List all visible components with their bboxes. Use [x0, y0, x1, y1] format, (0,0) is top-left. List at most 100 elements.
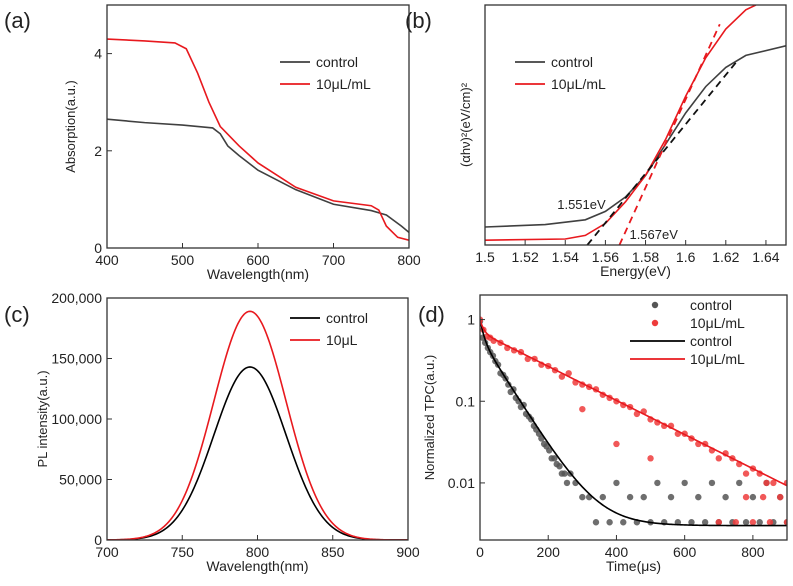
- y-axis-label: PL intensity(a.u.): [35, 370, 50, 467]
- legend-label: control: [326, 310, 368, 326]
- annotation: 1.567eV: [629, 227, 678, 242]
- x-tick-label: 900: [396, 544, 420, 560]
- scatter-point: [695, 493, 702, 501]
- y-tick-label: 0: [94, 240, 102, 256]
- scatter-point: [749, 493, 757, 501]
- panel-b: 1.551eV 1.567eV 1.5 1.52 1.54 1.56 1.58 1.6 1.62…: [405, 4, 787, 279]
- scatter-point: [715, 455, 722, 462]
- plot-area: [107, 38, 409, 241]
- x-tick-label: 1.62: [712, 249, 739, 265]
- scatter-point: [742, 519, 750, 526]
- y-tick-label: 50,000: [59, 472, 102, 488]
- scatter-point: [667, 493, 675, 501]
- legend-label: control: [551, 54, 593, 70]
- scatter-point: [606, 519, 613, 526]
- scatter-point: [579, 405, 586, 413]
- scatter-point: [732, 519, 740, 526]
- scatter-point: [613, 479, 620, 487]
- series-line-1: [107, 38, 409, 241]
- scatter-point: [742, 470, 750, 477]
- x-tick-label: 600: [673, 544, 697, 560]
- legend-marker: [651, 301, 659, 309]
- scatter-point: [599, 493, 606, 501]
- axes-frame: [479, 294, 788, 541]
- scatter-point: [551, 455, 558, 462]
- legend-label: 10μL/mL: [690, 315, 745, 331]
- legend-label: 10μL: [326, 332, 358, 348]
- panel-d: 0 200 400 600 800 1 0.1 0.01 Time(μs) Normalized …: [418, 294, 788, 574]
- x-tick-label: 1.5: [475, 249, 495, 265]
- y-tick-label: 1: [467, 312, 475, 328]
- y-tick-label: 200,000: [51, 290, 102, 306]
- panel-label: (a): [4, 8, 31, 33]
- scatter-point: [654, 479, 661, 487]
- legend-label: control: [316, 54, 358, 70]
- scatter-point: [592, 519, 600, 526]
- series-line-0: [107, 118, 409, 234]
- scatter-point: [756, 519, 763, 526]
- tangent-line: [618, 23, 721, 245]
- x-tick-label: 1.54: [552, 249, 579, 265]
- x-tick-label: 750: [171, 544, 195, 560]
- x-tick-label: 1.52: [512, 249, 539, 265]
- axes-frame: [484, 4, 787, 246]
- x-tick-label: 1.56: [592, 249, 619, 265]
- scatter-point: [620, 519, 627, 526]
- panel-label: (d): [418, 302, 445, 327]
- scatter-point: [688, 519, 695, 526]
- panel-c: 700 750 800 850 900 0 50,000 100,000 150,000 200,…: [4, 290, 420, 574]
- x-tick-label: 500: [171, 252, 195, 268]
- legend-label: control: [690, 333, 732, 349]
- x-tick-label: 0: [476, 544, 484, 560]
- panel-label: (b): [405, 8, 432, 33]
- scatter-point: [640, 493, 647, 501]
- scatter-point: [613, 440, 620, 448]
- scatter-point: [776, 493, 784, 501]
- x-tick-label: 200: [537, 544, 561, 560]
- legend: control 10μL/mL control 10μL/mL: [630, 297, 745, 367]
- panel-label: (c): [4, 302, 30, 327]
- scatter-point: [759, 493, 767, 501]
- x-tick-label: 600: [246, 252, 270, 268]
- series-line-1: [107, 310, 408, 540]
- x-tick-label: 400: [605, 544, 629, 560]
- scatter-point: [770, 479, 777, 487]
- axes-frame: [106, 297, 409, 541]
- series-line-1: [480, 319, 787, 487]
- x-tick-label: 700: [95, 544, 119, 560]
- legend: control 10μL: [290, 310, 368, 348]
- x-tick-label: 1.6: [676, 249, 696, 265]
- plot-area: [107, 310, 408, 540]
- legend: control 10μL/mL: [515, 54, 606, 92]
- scatter-point: [783, 519, 787, 526]
- scatter-point: [701, 519, 709, 526]
- x-axis-label: Energy(eV): [600, 263, 671, 279]
- x-tick-label: 850: [321, 544, 345, 560]
- scatter-point: [742, 493, 750, 501]
- y-axis-label: (αhν)²(eV/cm)²: [458, 82, 473, 167]
- tangent-line: [586, 62, 737, 245]
- y-tick-label: 150,000: [51, 351, 102, 367]
- series-line-0: [485, 45, 786, 228]
- x-axis-label: Wavelength(nm): [206, 558, 308, 574]
- x-tick-label: 800: [397, 252, 421, 268]
- scatter-point: [626, 493, 634, 501]
- plot-area: [480, 316, 787, 527]
- legend-label: control: [690, 297, 732, 313]
- y-tick-label: 100,000: [51, 411, 102, 427]
- scatter-point: [546, 447, 553, 454]
- x-tick-label: 800: [246, 544, 270, 560]
- x-tick-label: 700: [322, 252, 346, 268]
- x-tick-label: 800: [741, 544, 765, 560]
- y-axis-label: Normalized TPC(a.u.): [422, 355, 437, 480]
- x-axis-label: Time(μs): [606, 558, 661, 574]
- annotation: 1.551eV: [557, 197, 606, 212]
- scatter-point: [722, 493, 729, 501]
- series-line-0: [480, 319, 787, 527]
- scatter-point: [647, 455, 654, 462]
- scatter-point: [681, 479, 688, 487]
- plot-area: [485, 5, 786, 245]
- y-tick-label: 2: [94, 143, 102, 159]
- legend-marker: [651, 319, 659, 327]
